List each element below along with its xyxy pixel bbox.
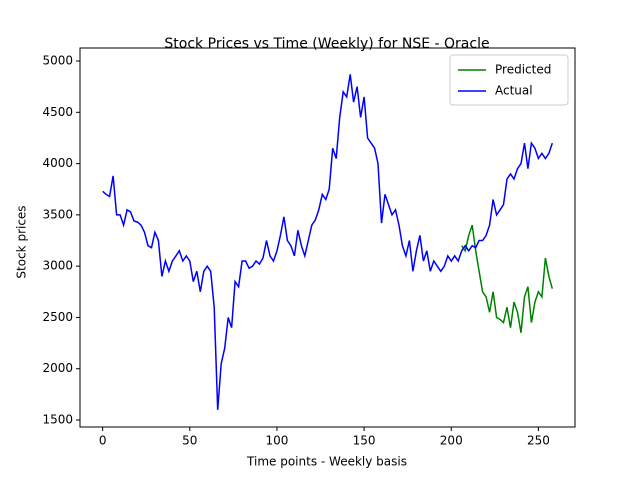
legend-box xyxy=(449,54,569,106)
series-line xyxy=(102,74,554,410)
x-tick-label: 50 xyxy=(182,434,197,448)
x-tick-label: 0 xyxy=(99,434,107,448)
x-tick-label: 200 xyxy=(440,434,463,448)
x-tick-label: 250 xyxy=(527,434,550,448)
chart-title: Stock Prices vs Time (Weekly) for NSE - … xyxy=(164,36,489,52)
x-axis-label: Time points - Weekly basis xyxy=(246,455,407,469)
x-tick-label: 100 xyxy=(266,434,289,448)
series-line xyxy=(461,224,554,333)
y-tick-label: 4000 xyxy=(42,156,73,170)
x-tick-label: 150 xyxy=(353,434,376,448)
legend-label: Actual xyxy=(495,84,533,98)
y-tick-label: 1500 xyxy=(42,413,73,427)
y-tick-label: 2000 xyxy=(42,361,73,375)
legend-label: Predicted xyxy=(495,63,551,77)
y-tick-label: 4500 xyxy=(42,105,73,119)
y-tick-label: 2500 xyxy=(42,310,73,324)
y-tick-label: 3000 xyxy=(42,259,73,273)
y-axis-label: Stock prices xyxy=(15,205,29,278)
y-tick-label: 5000 xyxy=(42,54,73,68)
y-tick-label: 3500 xyxy=(42,207,73,221)
plot-frame xyxy=(79,47,576,428)
